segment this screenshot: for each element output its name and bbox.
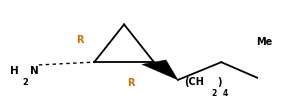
Text: H: H [10,66,19,76]
Text: Me: Me [256,37,272,47]
Text: R: R [127,78,135,88]
Text: 2: 2 [211,89,217,98]
Polygon shape [142,60,178,80]
Text: 4: 4 [223,89,228,98]
Text: N: N [30,66,39,76]
Text: 2: 2 [22,78,28,87]
Text: R: R [76,35,84,45]
Text: ): ) [217,77,221,87]
Text: (CH: (CH [184,77,204,87]
